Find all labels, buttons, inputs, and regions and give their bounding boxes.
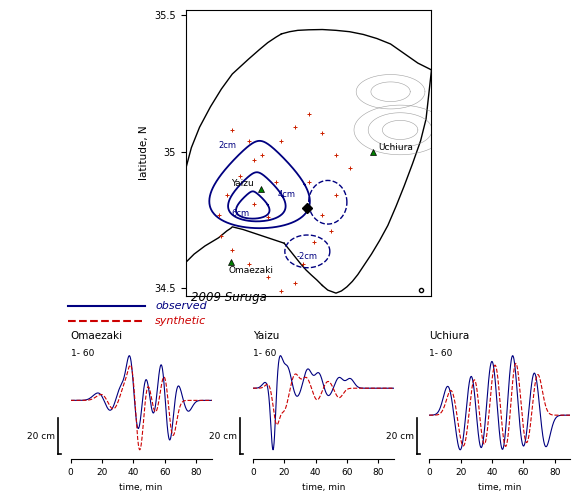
Text: 2009 Suruga: 2009 Suruga [191,291,267,304]
X-axis label: time, min: time, min [302,483,345,492]
Text: -2cm: -2cm [296,252,318,261]
Text: 4cm: 4cm [278,190,295,199]
Text: 20 cm: 20 cm [27,432,55,441]
Text: synthetic: synthetic [155,316,206,327]
Text: observed: observed [155,301,207,311]
Text: Omaezaki: Omaezaki [71,331,123,341]
Text: 1- 60: 1- 60 [71,349,94,358]
Text: Yaizu: Yaizu [253,331,279,341]
Text: Omaezaki: Omaezaki [228,266,273,275]
Text: Yaizu: Yaizu [231,179,253,188]
X-axis label: time, min: time, min [119,483,163,492]
Text: 20 cm: 20 cm [209,432,237,441]
Text: 2cm: 2cm [219,141,236,150]
Y-axis label: latitude, N: latitude, N [139,126,149,180]
Text: 6cm: 6cm [231,209,249,218]
Text: 1- 60: 1- 60 [253,349,276,358]
Text: 1- 60: 1- 60 [429,349,453,358]
X-axis label: time, min: time, min [478,483,522,492]
Text: 20 cm: 20 cm [386,432,413,441]
Text: Uchiura: Uchiura [378,143,413,153]
Text: Uchiura: Uchiura [429,331,469,341]
